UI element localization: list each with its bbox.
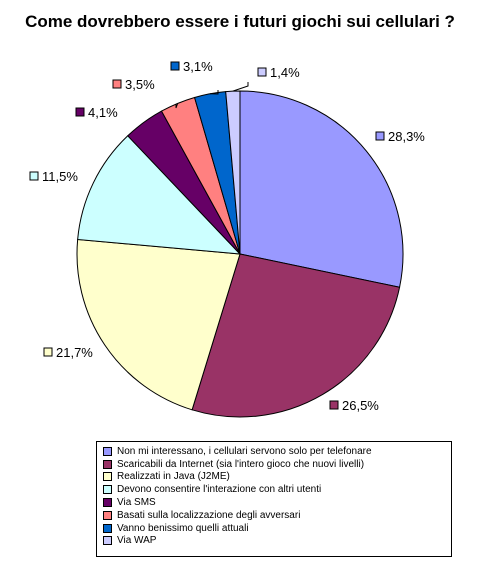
data-label-4: 11,5% [42,169,78,184]
legend-item-2: Scaricabili da Internet (sia l'intero gi… [103,458,451,471]
data-label-swatch-2 [329,400,339,410]
pie-slice-4 [77,135,242,255]
legend-label-8: Via WAP [117,535,157,547]
pie-slice-2 [191,253,401,418]
legend-item-8: Via WAP [103,535,451,548]
legend-item-4: Devono consentire l'interazione con altr… [103,483,451,496]
legend-item-5: Via SMS [103,496,451,509]
legend-label-2: Scaricabili da Internet (sia l'intero gi… [117,458,365,470]
legend-swatch-6 [103,510,112,520]
data-label-swatch-1 [375,131,385,141]
legend-label-1: Non mi interessano, i cellulari servono … [117,445,372,457]
legend-label-6: Basati sulla localizzazione degli avvers… [117,509,301,521]
data-label-swatch-5 [75,107,85,117]
legend-item-3: Realizzati in Java (J2ME) [103,471,451,484]
data-label-2: 26,5% [342,398,379,413]
legend-item-6: Basati sulla localizzazione degli avvers… [103,509,451,522]
data-label-6: 3,5% [125,77,155,92]
data-label-swatch-8 [257,67,267,77]
data-label-swatch-7 [170,61,180,71]
data-label-swatch-6 [112,79,122,89]
pie-slice-3 [76,238,241,411]
legend-label-3: Realizzati in Java (J2ME) [117,471,230,483]
data-label-8: 1,4% [270,65,300,80]
data-label-5: 4,1% [88,105,118,120]
data-label-7: 3,1% [183,59,213,74]
chart-title: Come dovrebbero essere i futuri giochi s… [25,12,455,31]
legend-swatch-4 [103,485,112,495]
legend-item-1: Non mi interessano, i cellulari servono … [103,445,451,458]
data-label-swatch-4 [29,171,39,181]
leader-line-8 [232,82,249,92]
leader-line-7 [209,90,219,95]
pie-chart: 28,3% 26,5% 21,7% 11,5% 4,1% 3,5% 3,1% 1,4% [29,59,425,418]
legend-label-4: Devono consentire l'interazione con altr… [117,484,322,496]
leader-line-6 [175,103,179,109]
pie-slice-1 [239,90,404,288]
legend-item-7: Vanno benissimo quelli attuali [103,522,451,535]
legend-label-7: Vanno benissimo quelli attuali [117,522,249,534]
legend-swatch-7 [103,523,112,533]
legend-label-5: Via SMS [117,497,156,509]
data-label-1: 28,3% [388,129,425,144]
legend-swatch-3 [103,472,112,482]
data-label-swatch-3 [43,347,53,357]
legend-swatch-2 [103,459,112,469]
legend-swatch-5 [103,498,112,508]
legend-swatch-1 [103,446,112,456]
legend: Non mi interessano, i cellulari servono … [96,441,452,557]
legend-swatch-8 [103,536,112,546]
data-label-3: 21,7% [56,345,93,360]
